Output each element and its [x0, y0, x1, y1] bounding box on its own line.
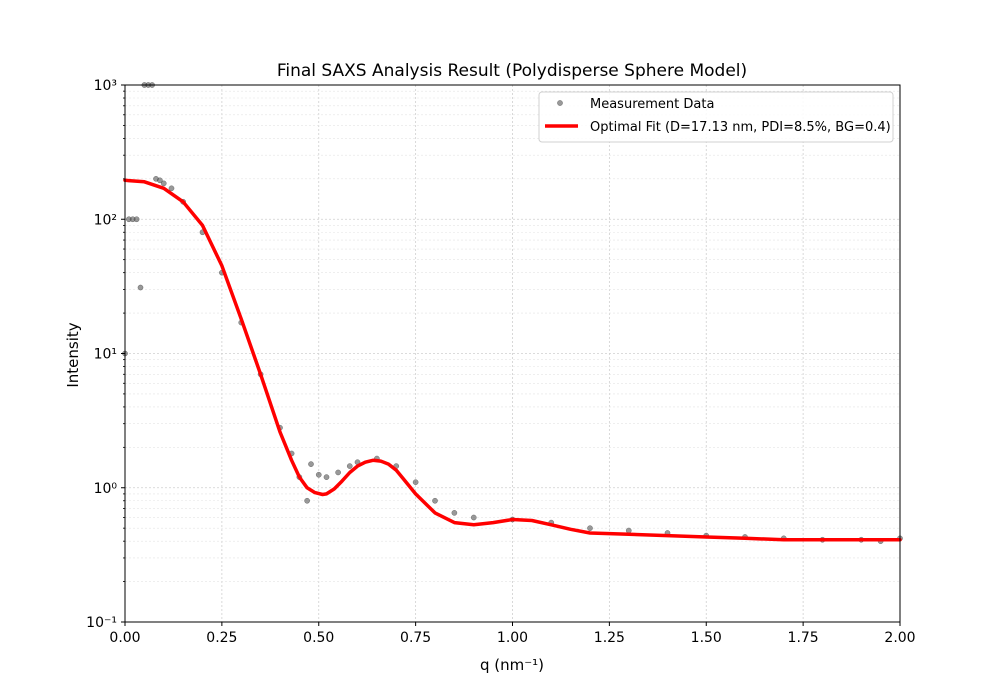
- legend-label-fit: Optimal Fit (D=17.13 nm, PDI=8.5%, BG=0.…: [590, 120, 891, 135]
- measurement-point: [451, 510, 458, 516]
- x-tick-label: 2.00: [884, 630, 915, 646]
- measurement-point: [157, 177, 163, 184]
- grid: [124, 84, 901, 623]
- y-tick-label: 10²: [94, 212, 117, 228]
- fit-line: [123, 178, 902, 542]
- chart-title: Final SAXS Analysis Result (Polydisperse…: [277, 61, 747, 81]
- legend-marker-measurement: [557, 100, 563, 106]
- measurement-point: [335, 469, 341, 476]
- x-tick-label: 1.75: [788, 630, 819, 646]
- legend-box: [538, 91, 894, 143]
- x-tick-label: 0.75: [400, 630, 431, 646]
- legend: Measurement Data Optimal Fit (D=17.13 nm…: [538, 91, 894, 143]
- measurement-point: [346, 463, 353, 469]
- x-tick-label: 0.50: [303, 630, 334, 646]
- measurement-point: [304, 497, 310, 504]
- legend-label-measurement: Measurement Data: [590, 97, 714, 112]
- measurement-point: [168, 185, 175, 192]
- x-axis-label: q (nm⁻¹): [480, 656, 544, 674]
- measurement-point: [160, 180, 167, 187]
- plot-series: [122, 82, 903, 545]
- measurement-point: [133, 216, 140, 223]
- ticks: 0.00 0.25 0.50 0.75 1.00 1.25 1.50 1.75 2.00 10⁻¹…: [86, 78, 915, 646]
- y-tick-label: 10¹: [94, 347, 117, 363]
- measurement-point: [587, 525, 593, 532]
- measurement-point: [470, 514, 477, 521]
- y-tick-label: 10³: [94, 78, 117, 94]
- measurement-point: [308, 461, 314, 467]
- y-tick-label: 10⁻¹: [86, 615, 117, 631]
- x-tick-label: 0.25: [206, 630, 237, 646]
- measurement-point: [315, 471, 322, 478]
- measurement-point: [625, 527, 632, 534]
- y-axis-label: Intensity: [64, 322, 82, 387]
- x-tick-label: 1.50: [691, 630, 722, 646]
- x-tick-label: 1.25: [594, 630, 625, 646]
- x-tick-label: 1.00: [497, 630, 528, 646]
- measurement-point: [137, 284, 144, 291]
- measurement-point: [432, 497, 438, 504]
- x-tick-label: 0.00: [109, 630, 140, 646]
- y-tick-label: 10⁰: [94, 481, 118, 497]
- measurement-point: [323, 474, 330, 480]
- measurement-point: [412, 479, 419, 486]
